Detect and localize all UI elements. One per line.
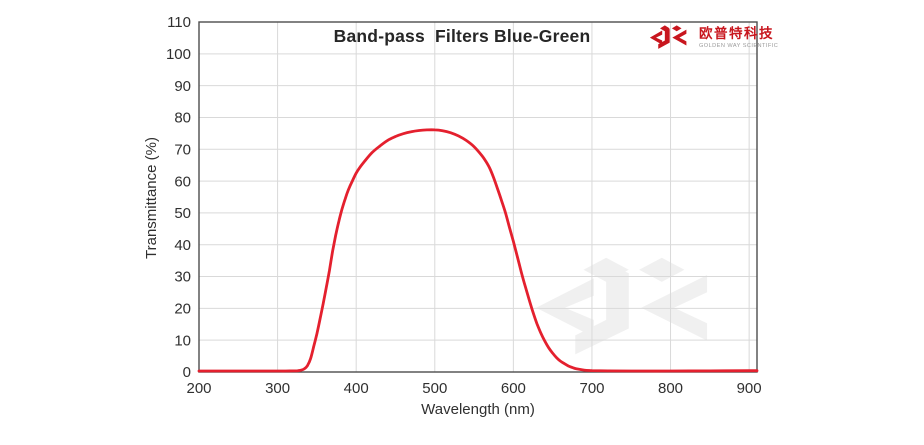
y-tick-label: 60 xyxy=(174,173,191,190)
y-tick-label: 20 xyxy=(174,301,191,318)
x-tick-label: 600 xyxy=(501,380,526,397)
chart-title: Band-pass Filters Blue-Green xyxy=(333,26,591,46)
y-tick-label: 110 xyxy=(167,14,191,31)
y-tick-label: 90 xyxy=(174,78,191,95)
y-tick-label: 70 xyxy=(174,142,191,159)
x-tick-label: 500 xyxy=(422,380,447,397)
y-tick-label: 30 xyxy=(174,269,191,286)
x-tick-label: 300 xyxy=(265,380,290,397)
y-tick-label: 50 xyxy=(174,205,191,222)
jc-logo-icon xyxy=(649,25,693,51)
x-tick-label: 400 xyxy=(344,380,369,397)
y-tick-label: 40 xyxy=(174,237,191,254)
x-tick-label: 200 xyxy=(186,380,211,397)
brand-logo: 欧普特科技 GOLDEN WAY SCIENTIFIC xyxy=(649,25,778,51)
y-tick-label: 100 xyxy=(166,46,191,63)
brand-name-cn: 欧普特科技 xyxy=(699,25,774,41)
x-tick-label: 900 xyxy=(737,380,762,397)
x-tick-label: 800 xyxy=(658,380,683,397)
x-tick-label: 700 xyxy=(579,380,604,397)
y-tick-label: 0 xyxy=(183,364,191,381)
transmittance-curve xyxy=(197,128,759,373)
brand-name-en: GOLDEN WAY SCIENTIFIC xyxy=(699,42,779,49)
y-axis-title: Transmittance (%) xyxy=(143,137,160,259)
y-tick-label: 10 xyxy=(174,332,191,349)
brand-text: 欧普特科技 GOLDEN WAY SCIENTIFIC xyxy=(699,25,779,50)
plot-border xyxy=(198,21,758,373)
x-axis-title: Wavelength (nm) xyxy=(421,401,535,418)
y-tick-label: 80 xyxy=(174,110,191,127)
